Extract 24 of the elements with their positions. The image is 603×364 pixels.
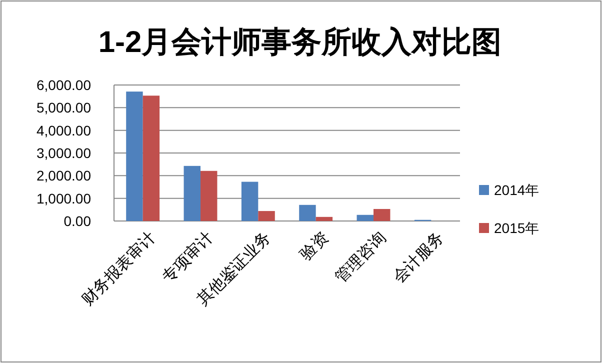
y-tick-label: 2,000.00 (36, 168, 92, 184)
bar (184, 166, 200, 221)
bar (200, 170, 218, 221)
x-tick-label: 验资 (296, 228, 332, 264)
chart-title: 1-2月会计师事务所收入对比图 (98, 26, 502, 59)
x-tick-label: 财务报表审计 (78, 228, 160, 310)
bar (241, 182, 258, 221)
bar (374, 208, 390, 221)
y-tick-label: 0.00 (64, 213, 92, 229)
y-tick-label: 1,000.00 (36, 190, 92, 206)
bar (356, 214, 374, 221)
bar (258, 211, 275, 221)
y-tick-label: 3,000.00 (36, 145, 92, 161)
x-tick-label: 管理咨询 (332, 229, 390, 286)
bar (142, 96, 160, 221)
bar (126, 92, 143, 221)
y-tick-label: 5,000.00 (36, 100, 92, 116)
legend-label: 2015年 (494, 220, 540, 236)
y-tick-label: 4,000.00 (36, 122, 92, 138)
y-tick-label: 6,000.00 (36, 77, 92, 93)
x-tick-label: 会计服务 (389, 228, 448, 286)
legend-label: 2014年 (494, 182, 540, 198)
bar (299, 204, 316, 221)
bar (316, 216, 333, 221)
